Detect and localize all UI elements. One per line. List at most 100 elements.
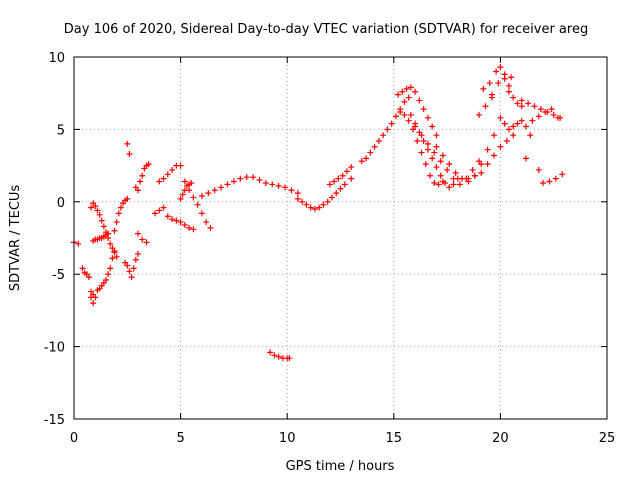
data-point [177,195,184,202]
x-axis-title: GPS time / hours [286,459,395,474]
data-point [416,97,423,104]
data-point [169,216,176,223]
data-point [412,88,419,95]
data-point [497,64,504,71]
data-point [203,219,210,226]
x-tick-label: 5 [176,431,184,446]
data-point [452,169,459,176]
data-point [94,207,101,214]
data-point [510,94,517,101]
data-point [469,166,476,173]
data-point [495,80,502,87]
data-point [441,179,448,186]
data-point [331,178,338,185]
data-point [493,68,500,75]
data-point [542,109,549,116]
data-point [446,184,453,191]
data-point [124,195,131,202]
data-point [294,190,301,197]
data-point [320,201,327,208]
data-point [522,123,529,130]
data-point [424,146,431,153]
data-point [503,137,510,144]
data-point [388,120,395,127]
data-point [484,146,491,153]
data-point [243,174,250,181]
data-point [418,132,425,139]
data-point [186,224,193,231]
data-point [190,194,197,201]
data-point [418,149,425,156]
data-point [190,226,197,233]
y-axis-title: SDTVAR / TECUs [8,185,23,292]
data-point [282,184,289,191]
data-point [299,198,306,205]
data-point [518,97,525,104]
data-point [412,123,419,130]
chart-title: Day 106 of 2020, Sidereal Day-to-day VTE… [64,22,588,37]
data-point [173,217,180,224]
data-point [491,152,498,159]
data-point [124,262,131,269]
data-point [98,217,105,224]
data-point [465,175,472,182]
data-point [535,113,542,120]
data-point [134,250,141,257]
data-point [79,265,86,272]
data-point [552,175,559,182]
data-point [546,178,553,185]
y-tick-label: -15 [44,413,65,428]
data-point [160,204,167,211]
x-tick-labels: 0 5 10 15 20 25 [70,431,615,446]
data-point [337,185,344,192]
data-point [286,355,293,362]
data-point [207,224,214,231]
data-point [326,181,333,188]
data-point [510,123,517,130]
data-point [311,206,318,213]
data-point [156,207,163,214]
data-point [188,179,195,186]
data-point [109,245,116,252]
data-point [341,181,348,188]
data-point [429,123,436,130]
data-point [224,181,231,188]
data-point [433,164,440,171]
x-tick-label: 0 [70,431,78,446]
data-point [497,114,504,121]
data-point [525,100,532,107]
data-point [111,249,118,256]
data-point [476,111,483,118]
data-point [152,210,159,217]
data-point [348,175,355,182]
data-point [439,152,446,159]
data-point [126,151,133,158]
data-point [491,132,498,139]
data-point [367,149,374,156]
data-point [134,187,141,194]
data-point [397,109,404,116]
data-point [111,227,118,234]
data-point [105,230,112,237]
data-point [256,177,263,184]
data-point [522,155,529,162]
data-point [550,111,557,118]
data-point [267,349,274,356]
data-point [269,181,276,188]
data-point [446,161,453,168]
data-point [107,240,114,247]
data-point [348,164,355,171]
data-point [431,179,438,186]
y-tick-label: -5 [52,268,65,283]
data-point [514,120,521,127]
data-point [505,82,512,89]
data-point [358,158,365,165]
data-point [488,94,495,101]
data-point [100,223,107,230]
data-point [403,85,410,92]
data-point [431,149,438,156]
data-point [420,137,427,144]
data-point [177,219,184,226]
data-point [433,143,440,150]
data-point [134,230,141,237]
